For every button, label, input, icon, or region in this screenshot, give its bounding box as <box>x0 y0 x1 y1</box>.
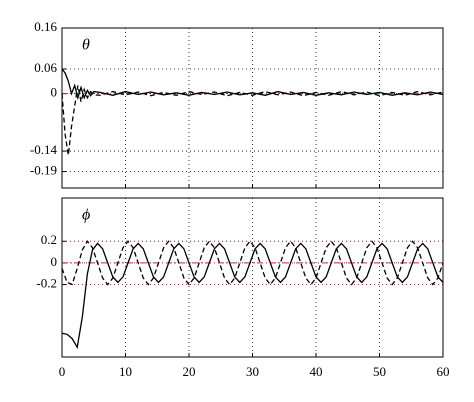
x-tick-label: 40 <box>310 364 323 379</box>
series-line <box>61 85 444 156</box>
x-tick-label: 0 <box>59 364 66 379</box>
x-tick-label: 60 <box>437 364 450 379</box>
series-line <box>61 242 444 350</box>
x-tick-label: 50 <box>373 364 386 379</box>
y-tick-label: 0.16 <box>34 19 57 34</box>
series-line <box>61 240 444 286</box>
y-tick-label: 0.06 <box>34 60 57 75</box>
y-tick-label: 0 <box>51 254 58 269</box>
y-tick-label: -0.2 <box>36 276 57 291</box>
x-tick-label: 20 <box>183 364 196 379</box>
x-tick-label: 30 <box>246 364 259 379</box>
y-tick-label: 0 <box>51 85 58 100</box>
plot-frame <box>61 27 444 189</box>
plot-frame <box>61 197 444 358</box>
y-tick-label: -0.14 <box>30 142 58 157</box>
x-tick-label: 10 <box>119 364 132 379</box>
y-tick-label: -0.19 <box>30 163 57 178</box>
y-tick-label: 0.2 <box>41 232 57 247</box>
series-line <box>61 68 444 101</box>
panel-label: ϕ <box>82 207 90 224</box>
panel-label: θ <box>82 37 90 54</box>
